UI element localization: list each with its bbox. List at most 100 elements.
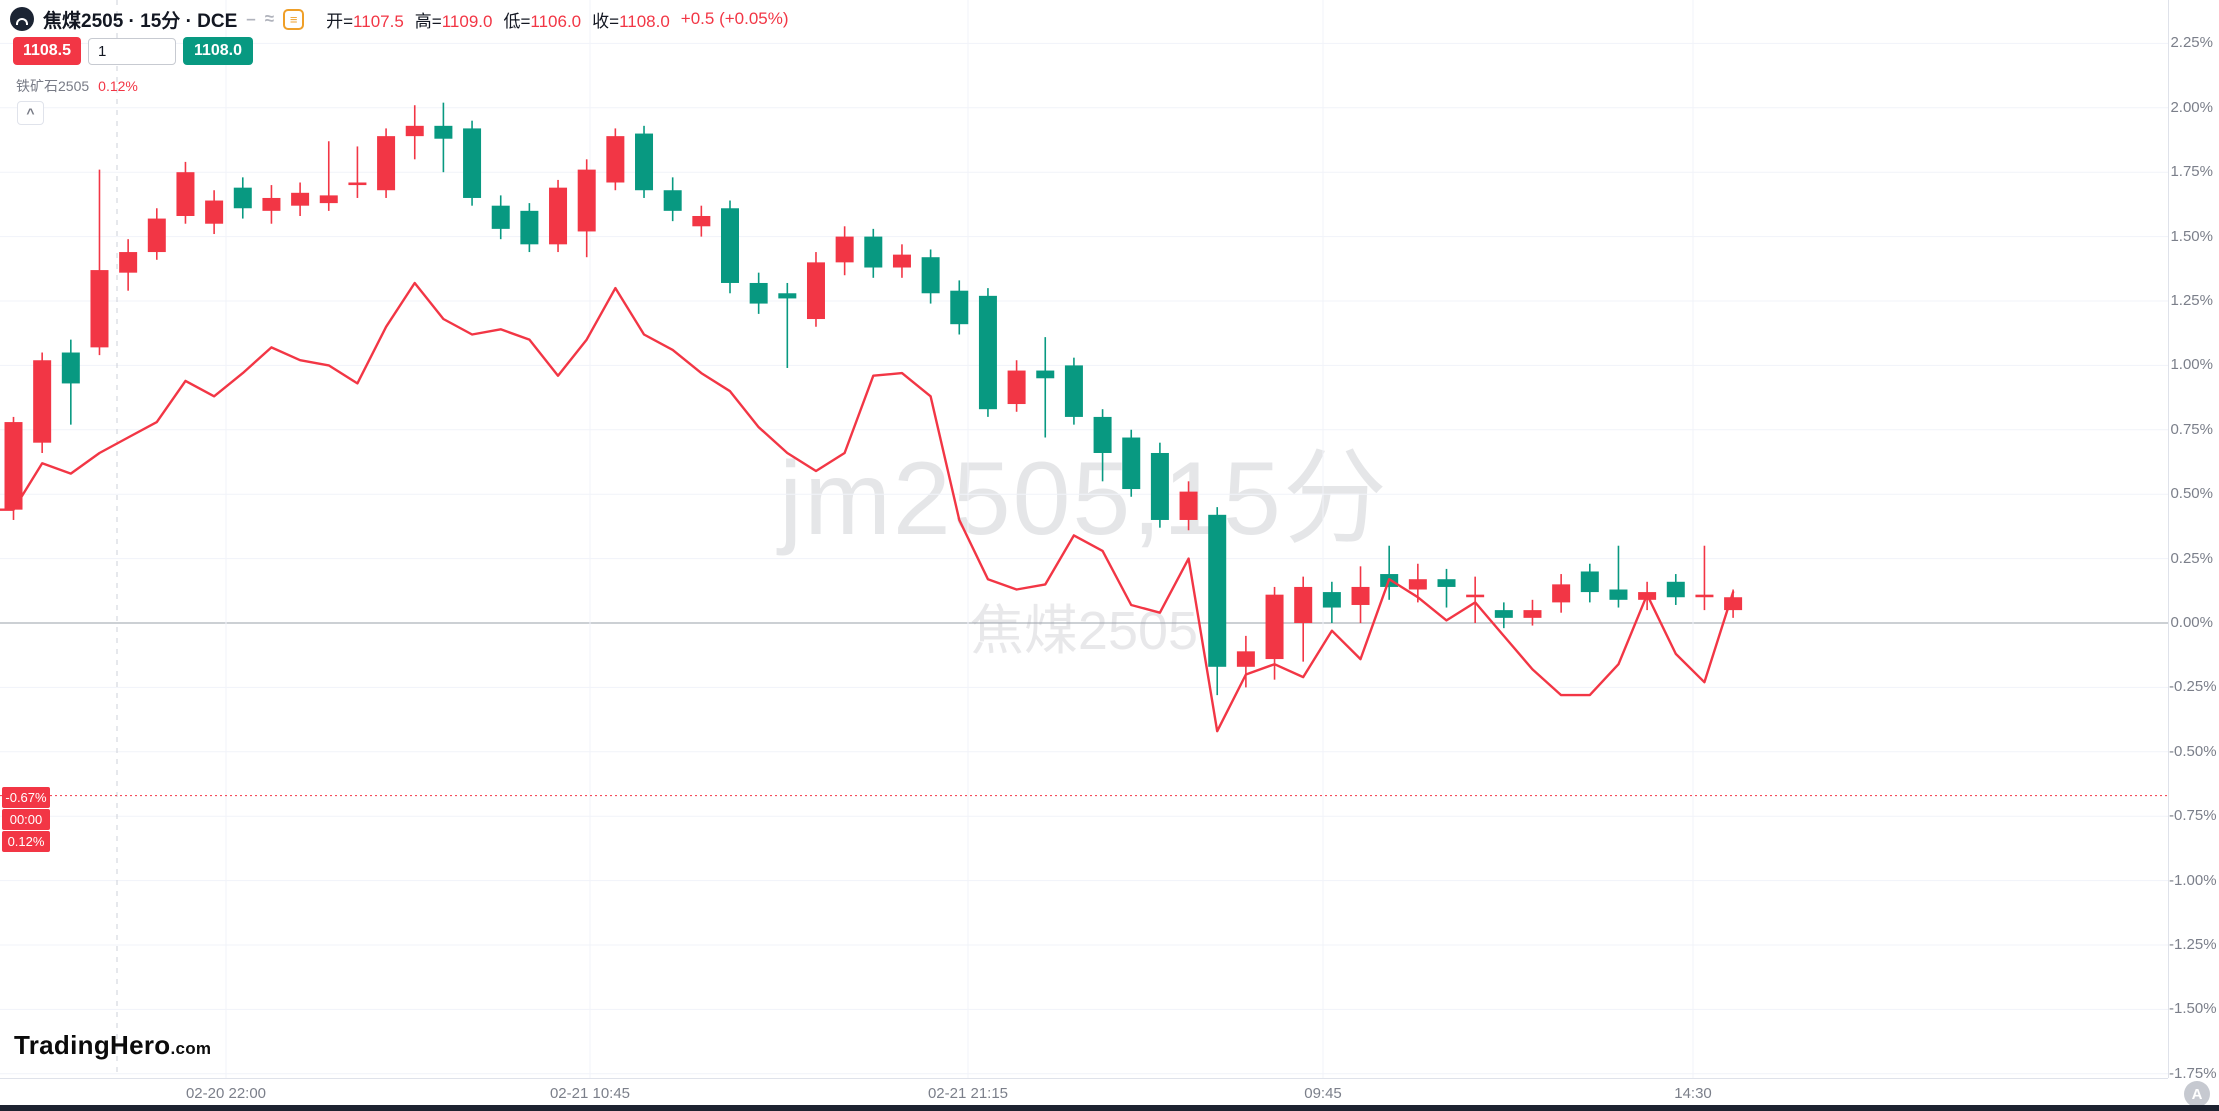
price-tick-label: 1.50% <box>2170 227 2213 245</box>
chevron-up-icon: ^ <box>26 105 35 121</box>
close-label: 收= <box>592 11 620 31</box>
candle-body <box>1695 594 1714 598</box>
price-tick-label: -1.25% <box>2169 936 2217 953</box>
brand-suffix: .com <box>170 1039 212 1058</box>
price-tick-label: -0.25% <box>2169 678 2217 696</box>
buy-price-button[interactable]: 1108.0 <box>183 37 253 65</box>
candle-body <box>90 270 109 348</box>
price-tick-label: 1.75% <box>2170 163 2213 181</box>
candle-body <box>721 208 739 283</box>
candle-body <box>1322 592 1341 608</box>
candle-body <box>1122 437 1141 490</box>
comparison-value-badge: 0.12% <box>2 831 50 852</box>
candle-body <box>205 200 224 224</box>
candle-body <box>1580 571 1599 593</box>
time-tick-label: 02-21 21:15 <box>927 1085 1009 1102</box>
chart-legend: 焦煤2505 · 15分 · DCE – ≈ ≡ 开=1107.5 高=1109… <box>10 5 789 33</box>
candle-body <box>577 169 596 232</box>
candle-body <box>319 195 338 204</box>
low-label: 低= <box>503 11 531 31</box>
ohlc-readout: 开=1107.5 高=1109.0 低=1106.0 收=1108.0 +0.5… <box>326 7 788 32</box>
comparison-legend: 铁矿石2505 0.12% <box>16 76 138 96</box>
candle-body <box>1437 579 1456 587</box>
time-tick-label: 09:45 <box>1304 1085 1342 1102</box>
dash-icon[interactable]: – <box>246 9 256 28</box>
comparison-line <box>0 281 1735 733</box>
price-tick-label: 0.75% <box>2170 420 2213 438</box>
candle-body <box>950 290 969 325</box>
high-value: 1109.0 <box>441 11 493 31</box>
candle-body <box>864 236 883 268</box>
candle-body <box>291 192 310 206</box>
candle-body <box>491 205 510 229</box>
candle-body <box>663 190 682 211</box>
countdown-badge: 00:00 <box>2 809 50 830</box>
bottom-edge-bar <box>0 1105 2219 1111</box>
comparison-symbol[interactable]: 铁矿石2505 <box>16 78 90 94</box>
candle-body <box>1236 651 1255 667</box>
price-axis[interactable]: 2.25% 2.00% 1.75% 1.50% 1.25% 1.00% 0.75% 0.50%… <box>2168 0 2219 1082</box>
candle-body <box>33 360 52 443</box>
price-tick-label: 1.00% <box>2170 356 2213 374</box>
tradinghero-brand: TradingHero.com <box>14 1030 211 1061</box>
candle-body <box>1208 514 1227 667</box>
candle-body <box>1552 584 1571 603</box>
low-value: 1106.0 <box>530 11 582 31</box>
reference-value-badge: -0.67% <box>2 787 50 808</box>
quantity-input[interactable] <box>88 37 176 65</box>
candle-body <box>1265 594 1284 660</box>
candle-body <box>1064 365 1083 417</box>
collapse-legend-button[interactable]: ^ <box>17 101 44 125</box>
contract-menu-icon[interactable]: ≡ <box>283 8 305 30</box>
high-label: 高= <box>414 11 442 31</box>
tradinghero-logo-icon <box>10 7 34 31</box>
candle-body <box>806 262 825 320</box>
brand-name: TradingHero <box>14 1030 171 1060</box>
price-tick-label: 2.00% <box>2170 98 2213 116</box>
price-tick-label: 0.00% <box>2170 614 2213 631</box>
candle-body <box>262 197 281 211</box>
candle-body <box>61 352 80 384</box>
price-tick-label: -1.50% <box>2169 1000 2217 1018</box>
time-tick-label: 02-21 10:45 <box>549 1085 631 1102</box>
candle-body <box>1494 610 1513 618</box>
candle-body <box>405 125 424 137</box>
price-tick-label: -1.00% <box>2169 871 2217 889</box>
comparison-change: 0.12% <box>98 78 138 94</box>
candle-body <box>1093 416 1112 453</box>
candle-body <box>749 282 768 304</box>
candle-body <box>1179 491 1198 520</box>
candle-body <box>377 136 396 191</box>
time-axis[interactable]: 02-20 22:00 02-21 10:45 02-21 21:15 09:45 14… <box>0 1078 2168 1105</box>
time-tick-label: 02-20 22:00 <box>185 1085 267 1102</box>
candle-body <box>835 236 854 263</box>
candle-body <box>778 293 797 299</box>
candle-body <box>606 136 625 183</box>
candle-body <box>348 182 367 186</box>
candle-body <box>978 295 997 410</box>
wave-icon[interactable]: ≈ <box>264 9 275 28</box>
price-tick-label: 1.25% <box>2170 292 2213 309</box>
candle-body <box>520 210 539 245</box>
time-tick-label: 14:30 <box>1674 1085 1712 1102</box>
open-value: 1107.5 <box>353 11 404 31</box>
candle-body <box>1007 370 1026 405</box>
candle-body <box>892 254 911 268</box>
candle-body <box>1466 594 1485 598</box>
price-tick-label: 2.25% <box>2170 34 2213 52</box>
candle-body <box>176 172 195 216</box>
open-label: 开= <box>326 11 354 31</box>
candle-body <box>1294 586 1313 623</box>
chart-area[interactable]: jm2505,15分 焦煤2505 <box>0 0 2168 1078</box>
candle-body <box>921 257 940 294</box>
price-tick-label: 0.25% <box>2170 549 2213 567</box>
candle-body <box>1523 610 1542 618</box>
symbol-title[interactable]: 焦煤2505 · 15分 · DCE <box>43 10 238 32</box>
chart-canvas-svg[interactable] <box>0 0 2168 1078</box>
candle-body <box>434 125 453 139</box>
sell-price-button[interactable]: 1108.5 <box>13 37 81 65</box>
adjust-data-button[interactable]: A <box>2184 1081 2210 1107</box>
candle-body <box>1666 581 1685 598</box>
order-panel: 1108.5 1108.0 <box>13 37 253 65</box>
candle-body <box>549 187 568 245</box>
